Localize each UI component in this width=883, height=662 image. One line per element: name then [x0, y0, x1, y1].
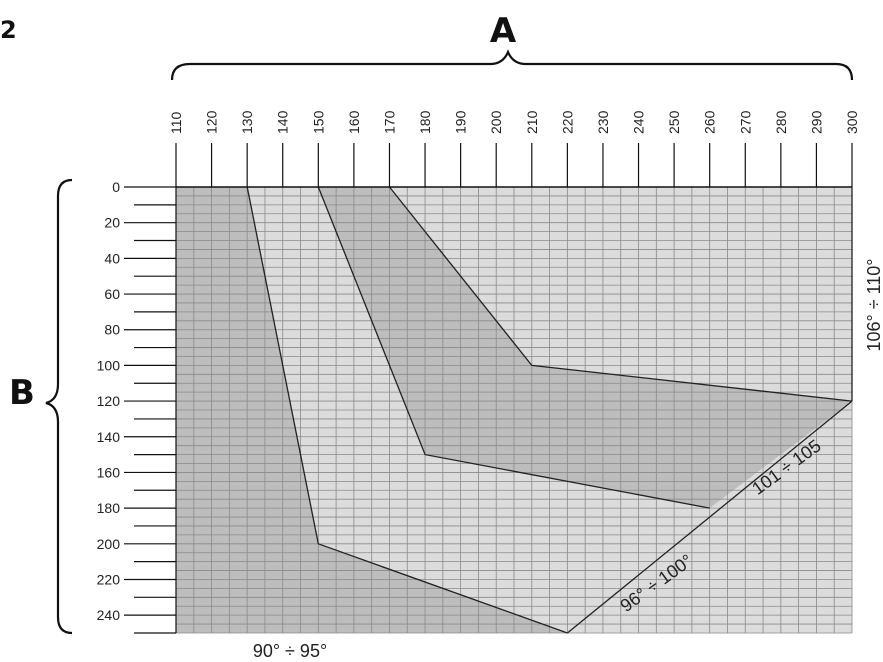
y-tick-label: 140 [97, 429, 121, 445]
x-tick-label: 120 [204, 110, 220, 134]
y-tick-label: 220 [97, 571, 121, 587]
y-tick-label: 180 [97, 500, 121, 516]
y-tick-label: 60 [104, 286, 120, 302]
y-axis-brace [45, 178, 73, 635]
x-axis-brace [170, 49, 854, 81]
y-tick-label: 80 [104, 322, 120, 338]
x-tick-label: 190 [453, 110, 469, 134]
zone-label-106-110: 106° ÷ 110° [864, 258, 883, 351]
x-tick-label: 110 [168, 111, 184, 134]
zone-boundary-4 [566, 400, 853, 634]
boundary-lines-layer [246, 186, 853, 634]
y-axis-letter: B [9, 373, 35, 413]
y-tick-label: 0 [112, 179, 120, 195]
figure-number: 2 [0, 16, 17, 44]
axes-layer: 110 120 130 140 150 160 170 180 190 200 210 220 230 2… [97, 110, 860, 634]
grid-layer [175, 186, 853, 634]
x-tick-label: 220 [559, 110, 575, 134]
x-tick-label: 130 [239, 110, 255, 134]
zone-boundary-3 [388, 186, 853, 402]
y-tick-label: 120 [97, 393, 121, 409]
x-tick-label: 250 [666, 110, 682, 134]
x-tick-label: 160 [346, 110, 362, 134]
x-tick-label: 300 [844, 110, 860, 134]
zone-area-1 [176, 187, 568, 633]
y-tick-label: 40 [104, 250, 120, 266]
x-tick-label: 150 [310, 110, 326, 134]
x-axis-letter: A [490, 11, 517, 51]
zone-boundary-1 [246, 186, 568, 634]
x-tick-label: 240 [631, 110, 647, 134]
y-tick-label: 100 [97, 357, 121, 373]
y-tick-label: 20 [104, 215, 120, 231]
y-tick-label: 240 [97, 607, 121, 623]
y-tick-label: 160 [97, 464, 121, 480]
x-tick-label: 290 [808, 110, 824, 134]
x-tick-label: 210 [524, 110, 540, 134]
x-tick-label: 280 [773, 110, 789, 134]
x-tick-label: 260 [702, 110, 718, 134]
x-tick-label: 140 [275, 110, 291, 134]
zone-area-2 [247, 187, 852, 633]
x-tick-label: 270 [737, 110, 753, 134]
y-tick-label: 200 [97, 536, 121, 552]
x-tick-label: 170 [381, 110, 397, 134]
x-tick-label: 230 [595, 110, 611, 134]
x-tick-label: 200 [488, 110, 504, 134]
zone-boundary-2 [317, 186, 710, 509]
x-tick-label: 180 [417, 110, 433, 134]
zone-label-90-95: 90° ÷ 95° [253, 641, 327, 661]
